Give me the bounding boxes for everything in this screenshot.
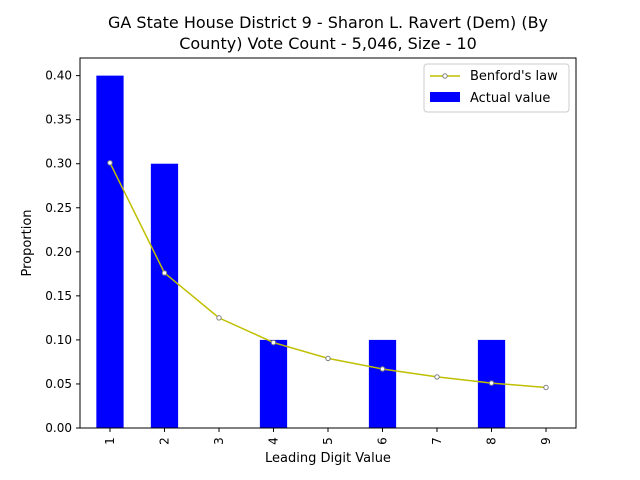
chart-title: GA State House District 9 - Sharon L. Ra… [108, 13, 548, 53]
benford-point-3 [216, 315, 222, 321]
legend: Benford's law Actual value [423, 63, 570, 113]
benford-point-6 [379, 366, 386, 372]
x-tick-label: 2 [157, 437, 171, 445]
x-axis-label: Leading Digit Value [265, 451, 391, 466]
y-tick-label: 0.00 [45, 421, 72, 435]
y-tick-label: 0.35 [45, 113, 72, 127]
y-tick-label: 0.10 [45, 333, 72, 347]
benford-point-1 [107, 160, 113, 166]
x-tick-label: 8 [485, 437, 499, 445]
legend-line-marker [442, 73, 448, 79]
legend-label-benford: Benford's law [470, 69, 558, 84]
y-axis-label: Proportion [20, 209, 35, 276]
x-tick-label: 5 [321, 437, 335, 445]
benford-point-8 [488, 380, 495, 386]
y-tick-label: 0.05 [45, 377, 72, 391]
legend-bar-swatch [430, 92, 460, 102]
y-tick-label: 0.25 [45, 201, 72, 215]
x-tick-label: 3 [212, 437, 226, 445]
benford-point-2 [161, 270, 168, 276]
line-layer [107, 160, 549, 391]
legend-label-actual: Actual value [470, 91, 550, 106]
y-tick-label: 0.40 [45, 69, 72, 83]
y-tick-label: 0.15 [45, 289, 72, 303]
bars-layer [96, 75, 506, 428]
x-tick-label: 1 [103, 437, 117, 445]
x-tick-label: 9 [539, 437, 553, 445]
benford-point-9 [543, 384, 549, 391]
chart-title-line-1: GA State House District 9 - Sharon L. Ra… [108, 13, 548, 32]
bar-digit-2 [150, 163, 179, 428]
legend-box [423, 63, 570, 113]
bar-digit-4 [259, 339, 288, 428]
x-axis: 1 2 3 4 5 6 7 8 9 [103, 428, 553, 445]
benford-point-4 [270, 339, 277, 346]
y-axis: 0.00 0.05 0.10 0.15 0.20 0.25 0.30 0.35 0.40 [45, 69, 80, 435]
benford-point-7 [434, 374, 440, 380]
x-tick-label: 6 [376, 437, 390, 445]
bar-digit-1 [96, 75, 124, 428]
x-tick-label: 4 [266, 437, 280, 445]
y-tick-label: 0.30 [45, 157, 72, 171]
chart-title-line-2: County) Vote Count - 5,046, Size - 10 [179, 34, 477, 53]
x-tick-label: 7 [430, 437, 444, 445]
bar-digit-6 [368, 339, 397, 428]
benford-point-5 [325, 355, 331, 362]
y-tick-label: 0.20 [45, 245, 72, 259]
